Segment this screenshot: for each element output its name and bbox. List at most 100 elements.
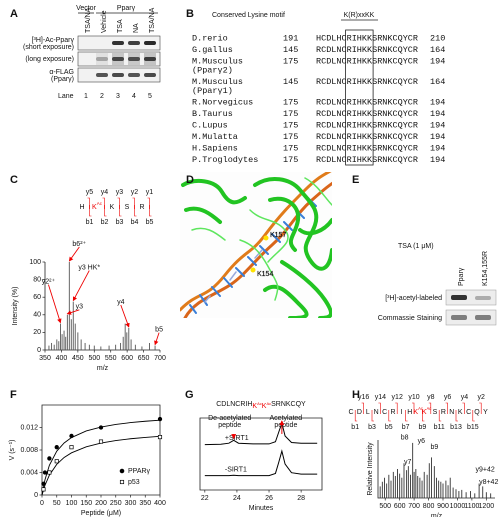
species: D.rerio [192, 33, 228, 43]
sequence: RCDLNCRIHKKSRNKCQYCR [316, 155, 418, 165]
bottom-ion: b13 [450, 424, 462, 431]
top-ion: y6 [444, 394, 452, 401]
ion-bracket [438, 410, 442, 422]
motif: K(R)xxKK [344, 12, 375, 19]
x-tick-label: 200 [95, 500, 107, 507]
y-tick-label: 100 [29, 259, 41, 266]
motif-header: Conserved Lysine motif [212, 12, 285, 19]
lane-header: Pparγ [458, 267, 465, 286]
species: P.Troglodytes [192, 155, 258, 165]
ion-bracket [388, 410, 391, 422]
start: 175 [283, 155, 298, 165]
x-tick-label: 600 [394, 503, 406, 510]
top-ion: y12 [392, 394, 403, 401]
point [98, 439, 104, 444]
isoform: (Pparγ1) [192, 86, 233, 96]
trace-label: +SIRT1 [225, 435, 249, 442]
lane-header: K154,155R [482, 251, 489, 286]
peak-annotation: b6²⁺ [72, 241, 86, 248]
blot-smear [96, 53, 108, 65]
modified-residue: K [92, 204, 97, 211]
residue-label: K154 [257, 271, 273, 278]
legend-label: PPARγ [128, 468, 151, 475]
ion-bracket [412, 402, 415, 414]
y-tick-label: 0.008 [20, 447, 38, 454]
x-axis-label: m/z [431, 513, 443, 517]
top-ion: y4 [101, 189, 109, 196]
ion-bracket [134, 205, 137, 217]
lane-number: 4 [132, 93, 136, 100]
sequence: RCDLNCRIHKKSRNKCQYCR [316, 56, 418, 66]
x-tick-label: 550 [105, 355, 117, 362]
top-ion: y5 [86, 189, 94, 196]
panel-label: C [10, 174, 18, 186]
blot-band [144, 73, 156, 77]
blot-band [128, 73, 140, 77]
residue-label: Y [483, 409, 488, 416]
residue-label: C [382, 409, 387, 416]
species: R.Norvegicus [192, 97, 253, 107]
residue-label: K157 [270, 232, 286, 239]
modified-residue: K [413, 409, 418, 416]
species: C.Lupus [192, 120, 228, 130]
blot-smear [128, 53, 140, 65]
point [47, 470, 52, 475]
residue-label: R [390, 409, 395, 416]
blot-band [144, 41, 156, 45]
bottom-ion: b1 [86, 219, 94, 226]
residue: C [466, 409, 471, 416]
point [42, 470, 48, 475]
lane-number: 2 [100, 93, 104, 100]
top-ion: y2 [131, 189, 139, 196]
y-axis-label: V (s⁻¹) [9, 440, 16, 461]
x-axis-label: Minutes [249, 505, 274, 512]
panel-label: F [10, 389, 17, 401]
ion-bracket [462, 402, 465, 414]
x-tick-label: 350 [39, 355, 51, 362]
start: 175 [283, 109, 298, 119]
peak-annotation: y3 [76, 304, 84, 311]
residue-label: KAc [413, 406, 423, 416]
end: 164 [430, 77, 445, 87]
sequence: RCDLNCRIHKKSRNKCQYCR [316, 45, 418, 55]
sequence: RCDLNCRIHKKSRNKCQYCR [316, 120, 418, 130]
species: M.Musculus [192, 56, 243, 66]
blot-band [451, 315, 467, 320]
ion-bracket [104, 205, 107, 217]
bottom-ion: b3 [368, 424, 376, 431]
lane-label: Lane [58, 93, 74, 100]
trace [204, 449, 318, 477]
top-ion: y8 [427, 394, 435, 401]
ion-bracket [89, 205, 92, 217]
residue-label: C [348, 409, 353, 416]
y-axis-label: Intensity (%) [12, 287, 19, 326]
bottom-ion: b2 [101, 219, 109, 226]
end: 210 [430, 33, 445, 43]
x-tick-label: 100 [66, 500, 78, 507]
blot-frame [445, 289, 497, 306]
blot-band [96, 73, 108, 77]
x-tick-label: 26 [265, 495, 273, 502]
residue: H [407, 409, 412, 416]
title-part: CDLNCRIH [216, 401, 252, 408]
blot-band [112, 73, 124, 77]
end: 194 [430, 132, 445, 142]
modified-residue: K [422, 409, 427, 416]
top-ion: y3 [116, 189, 124, 196]
ion-bracket [354, 410, 358, 422]
residue: S [433, 409, 438, 416]
y-axis-label: Relative Intensity [367, 442, 374, 496]
end: 194 [430, 109, 445, 119]
bottom-ion: b7 [402, 424, 410, 431]
species: B.Taurus [192, 109, 233, 119]
end: 194 [430, 120, 445, 130]
x-tick-label: 1200 [479, 503, 495, 510]
axis-line [41, 404, 161, 496]
x-tick-label: 400 [56, 355, 68, 362]
annotation-arrow [66, 309, 80, 315]
ion-bracket [479, 402, 482, 414]
point [54, 445, 59, 450]
chart-title: CDLNCRIHKAcKAcSRNKCQY [216, 401, 306, 410]
row-label: (Pparγ) [51, 76, 74, 83]
